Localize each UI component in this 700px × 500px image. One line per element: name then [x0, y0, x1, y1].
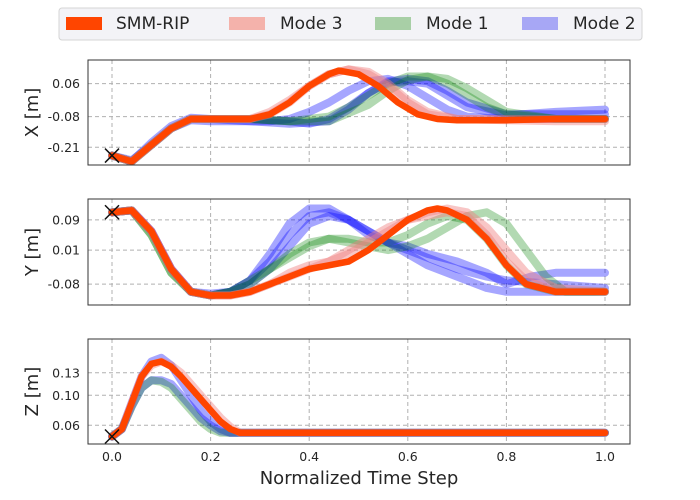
series-group	[108, 65, 609, 165]
axes-frame	[87, 59, 631, 166]
subplots: 0.06 -0.08 -0.21 X [m] 0.09 0.01 -0.08 Y [m] 0.1…	[22, 59, 631, 464]
x-tick-label: 1.0	[595, 449, 615, 464]
legend-swatch-mode-1	[375, 17, 411, 30]
axes-frame	[87, 338, 631, 445]
legend-swatch-mode-3	[229, 17, 265, 30]
y-tick-label: -0.08	[48, 277, 80, 292]
y-axis-label-z: Z [m]	[22, 367, 43, 417]
legend-label-mode-3: Mode 3	[280, 14, 343, 34]
start-marker	[104, 428, 120, 445]
series-line-smm-rip	[108, 358, 609, 440]
plot-area	[88, 339, 630, 444]
subplot-y: 0.09 0.01 -0.08 Y [m]	[22, 198, 631, 306]
legend: SMM-RIP Mode 3 Mode 1 Mode 2	[58, 7, 643, 41]
start-marker	[104, 204, 120, 220]
legend-swatch-mode-2	[522, 17, 558, 30]
legend-label-mode-1: Mode 1	[426, 14, 489, 34]
x-tick-label: 0.2	[201, 449, 221, 464]
axes-frame	[87, 198, 631, 306]
y-axis-label-x: X [m]	[22, 88, 43, 138]
y-axis-label-y: Y [m]	[22, 228, 43, 277]
y-tick-label: -0.08	[48, 109, 80, 124]
series-group	[108, 353, 609, 441]
y-tick-label: 0.09	[52, 212, 80, 227]
subplot-z: 0.13 0.10 0.06 Z [m] 0.0 0.2 0.4 0.6 0.8 1.0	[22, 338, 631, 464]
start-marker	[104, 148, 120, 164]
x-tick-label: 0.8	[496, 449, 516, 464]
y-tick-label: 0.13	[52, 365, 80, 380]
y-tick-label: 0.06	[52, 76, 80, 91]
series-line-smm-rip	[108, 67, 609, 165]
y-tick-label: 0.10	[52, 388, 80, 403]
y-tick-label: 0.06	[52, 418, 80, 433]
y-tick-label: -0.21	[48, 140, 80, 155]
subplot-x: 0.06 -0.08 -0.21 X [m]	[22, 59, 631, 166]
legend-label-mode-2: Mode 2	[573, 14, 636, 34]
series-line-smm-rip	[108, 205, 609, 299]
x-axis-label: Normalized Time Step	[260, 468, 459, 489]
y-tick-label: 0.01	[52, 243, 80, 258]
legend-swatch-smm-rip	[66, 17, 102, 30]
x-tick-label: 0.4	[299, 449, 319, 464]
x-tick-label: 0.0	[102, 449, 122, 464]
legend-label-smm-rip: SMM-RIP	[116, 14, 189, 34]
series-group	[108, 204, 609, 300]
legend-box	[58, 7, 643, 41]
x-tick-label: 0.6	[398, 449, 418, 464]
